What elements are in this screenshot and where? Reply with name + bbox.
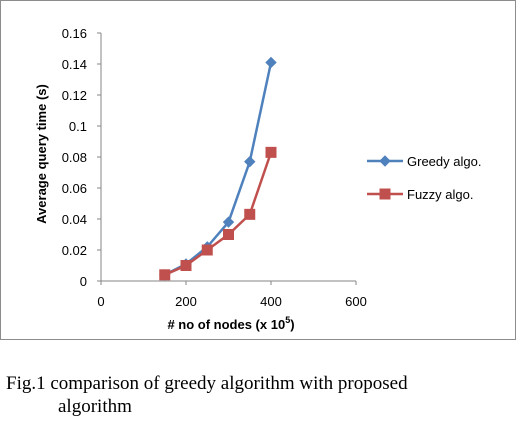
- greedy-data-point: [244, 155, 256, 168]
- x-tick-label: 600: [345, 294, 367, 309]
- legend: Greedy algo. Fuzzy algo.: [367, 154, 481, 202]
- legend-label: Greedy algo.: [407, 154, 481, 169]
- y-tick-label: 0.04: [62, 212, 87, 227]
- greedy-data-point: [265, 56, 277, 69]
- x-axis-title-exponent: 5: [285, 315, 290, 325]
- fuzzy-data-point: [180, 260, 192, 271]
- x-axis-title: # no of nodes (x 105): [167, 315, 294, 332]
- caption-line-1: Fig.1 comparison of greedy algorithm wit…: [6, 373, 408, 394]
- x-tick-label: 400: [260, 294, 282, 309]
- fuzzy-data-point: [201, 244, 213, 256]
- x-tick-label: 0: [97, 294, 104, 309]
- fuzzy-data-point: [159, 269, 171, 281]
- x-tick-label: 200: [175, 294, 197, 309]
- greedy-data-point: [222, 216, 235, 228]
- chart-frame: 0 0.02 0.04 0.06 0.08 0.1 0.12 0.14 0.16 0 200 400…: [0, 0, 516, 340]
- caption-line-2: algorithm: [58, 396, 132, 417]
- y-axis-ticks: 0 0.02 0.04 0.06 0.08 0.1 0.12 0.14 0.16: [62, 26, 101, 289]
- legend-item-greedy: Greedy algo.: [367, 154, 481, 169]
- line-chart: 0 0.02 0.04 0.06 0.08 0.1 0.12 0.14 0.16 0 200 400…: [34, 26, 481, 332]
- legend-marker: [379, 155, 391, 167]
- y-tick-label: 0.16: [62, 26, 87, 41]
- fuzzy-data-point: [223, 229, 234, 240]
- y-tick-label: 0.14: [62, 57, 87, 72]
- y-tick-label: 0.12: [62, 88, 87, 103]
- x-axis-title-prefix: # no of nodes (x 10: [167, 317, 285, 332]
- y-tick-label: 0.06: [62, 181, 87, 196]
- legend-item-fuzzy: Fuzzy algo.: [367, 187, 473, 202]
- y-tick-label: 0.1: [69, 119, 87, 134]
- legend-label: Fuzzy algo.: [407, 187, 473, 202]
- fuzzy-series: [159, 146, 277, 281]
- y-axis-title: Average query time (s): [34, 84, 49, 224]
- figure-caption: Fig.1 comparison of greedy algorithm wit…: [6, 372, 506, 418]
- series-layer: [159, 56, 277, 281]
- x-axis-title-suffix: ): [290, 317, 294, 332]
- greedy-series: [159, 56, 277, 281]
- x-axis-ticks: 0 200 400 600: [97, 281, 367, 309]
- y-tick-label: 0.08: [62, 150, 87, 165]
- y-tick-label: 0.02: [62, 243, 87, 258]
- fuzzy-data-point: [265, 146, 277, 158]
- fuzzy-data-point: [244, 208, 256, 220]
- y-tick-label: 0: [80, 274, 87, 289]
- legend-marker: [379, 188, 391, 200]
